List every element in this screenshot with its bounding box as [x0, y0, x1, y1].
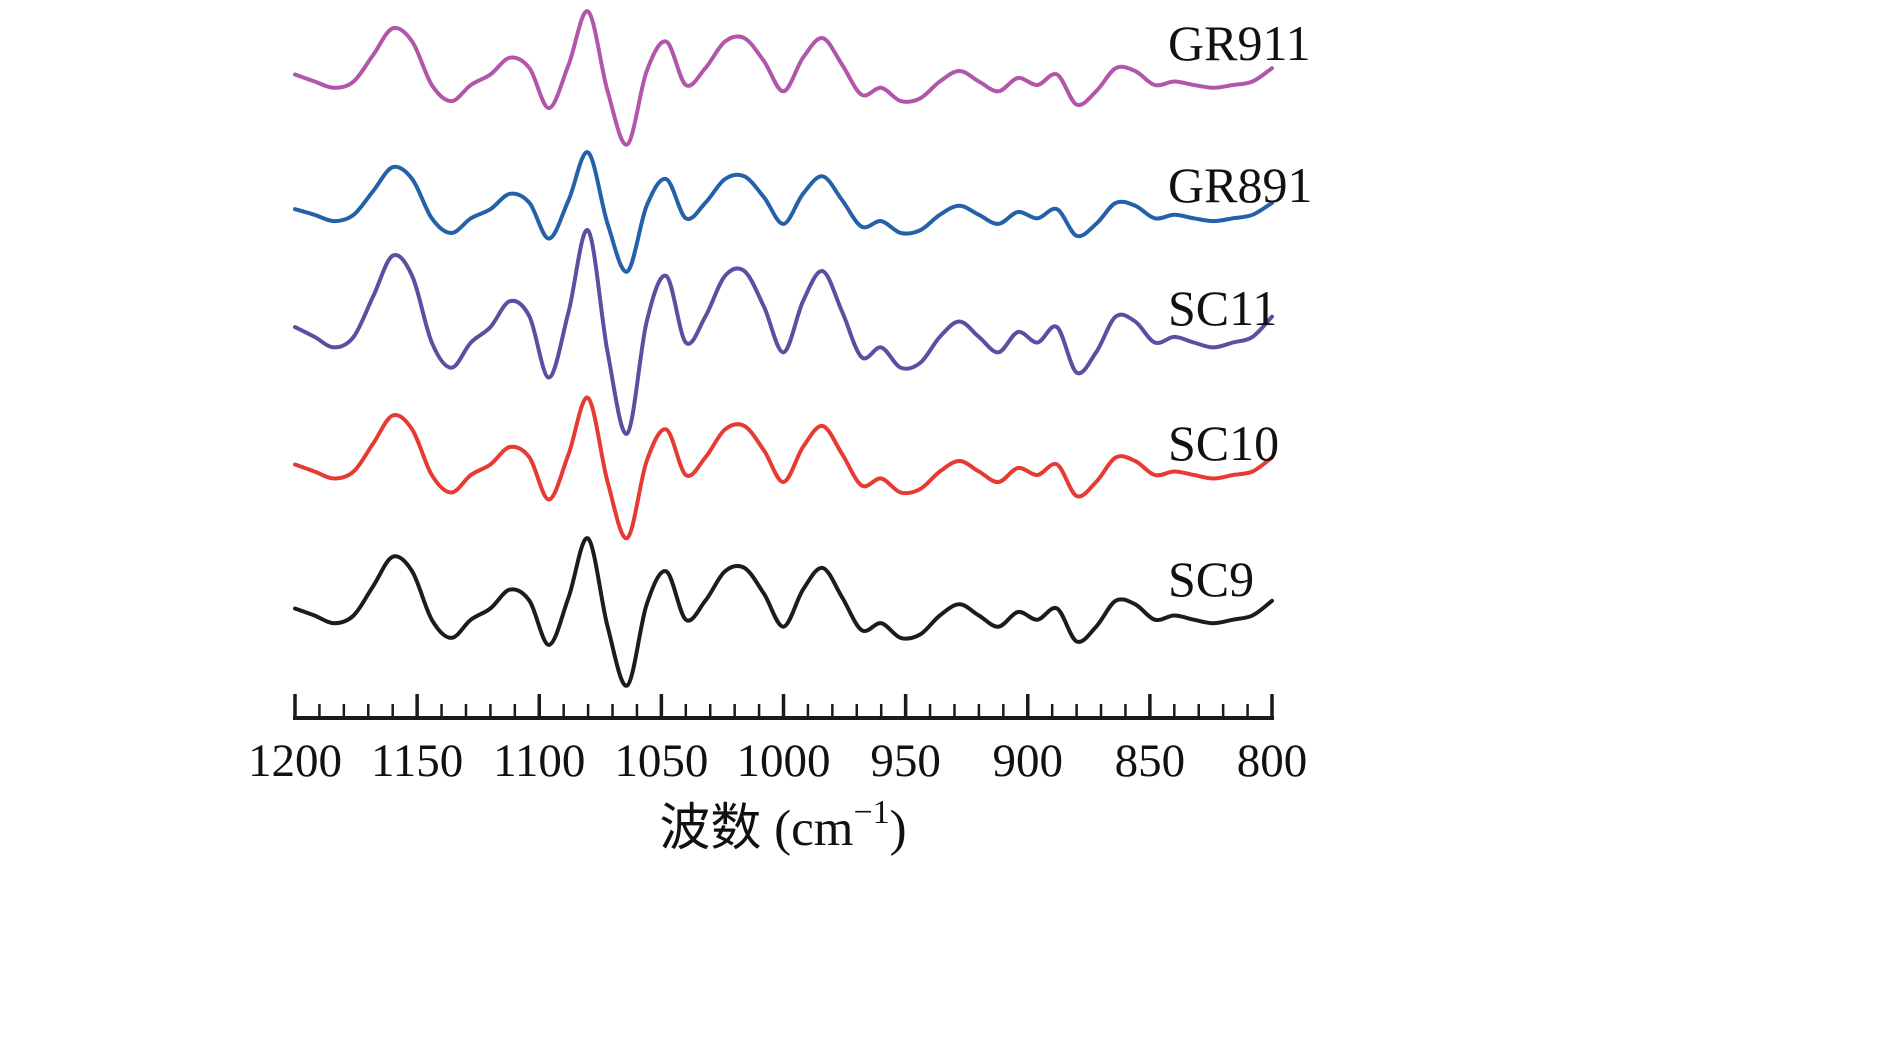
x-tick-label: 1050 — [614, 735, 708, 787]
series-label-sc11: SC11 — [1168, 280, 1277, 336]
x-tick-label: 900 — [993, 735, 1064, 787]
x-tick-labels-group: 1200 1150 1100 1050 1000 950 900 850 800 — [248, 735, 1307, 787]
x-tick-label: 1150 — [371, 735, 463, 787]
x-axis-title: 波数 (cm−1) — [659, 794, 906, 857]
spectrum-curve-sc9 — [293, 536, 1274, 688]
spectrum-curve-gr891 — [293, 150, 1274, 274]
spectrum-curve-sc10 — [293, 395, 1274, 540]
x-tick-label: 800 — [1237, 735, 1308, 787]
series-labels-group: GR911 GR891 SC11 SC10 SC9 — [1168, 15, 1312, 607]
curves-group — [293, 9, 1274, 688]
x-tick-label: 1200 — [248, 735, 342, 787]
series-label-sc10: SC10 — [1168, 415, 1279, 471]
series-label-gr891: GR891 — [1168, 157, 1312, 213]
x-tick-label: 950 — [870, 735, 941, 787]
x-tick-label: 1000 — [737, 735, 831, 787]
x-tick-label: 850 — [1115, 735, 1186, 787]
series-label-gr911: GR911 — [1168, 15, 1311, 71]
series-label-sc9: SC9 — [1168, 551, 1254, 607]
spectrum-curve-sc11 — [293, 228, 1274, 436]
x-tick-label: 1100 — [493, 735, 585, 787]
spectrum-curve-gr911 — [293, 9, 1274, 147]
x-axis-group — [293, 694, 1274, 720]
